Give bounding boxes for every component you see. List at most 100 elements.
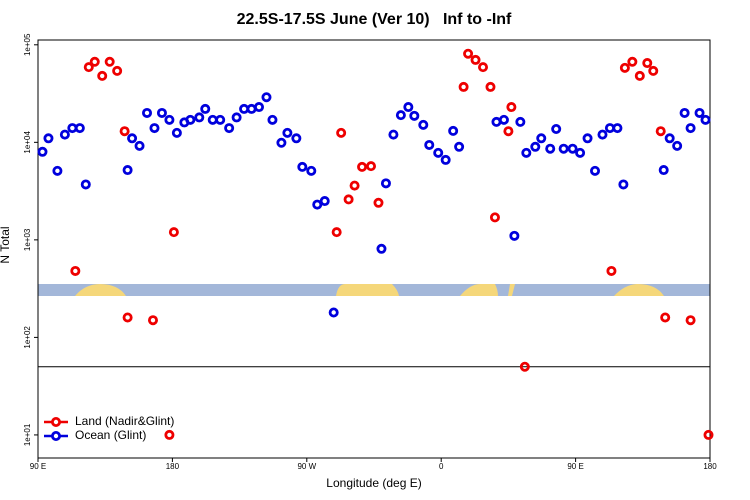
data-point: [112, 65, 123, 76]
data-point: [612, 123, 623, 134]
data-point: [119, 126, 130, 137]
data-point: [122, 312, 133, 323]
y-tick-label: 1e+02: [23, 326, 32, 349]
data-point: [582, 133, 593, 144]
data-point: [376, 243, 387, 254]
data-point: [343, 194, 354, 205]
data-point: [424, 139, 435, 150]
data-point: [519, 361, 530, 372]
land-strip: [508, 284, 515, 296]
land-strip: [336, 284, 399, 296]
surface-strip: [38, 284, 710, 296]
data-point: [395, 110, 406, 121]
data-point: [685, 123, 696, 134]
data-point: [627, 56, 638, 67]
y-tick-label: 1e+01: [23, 423, 32, 446]
data-point: [194, 112, 205, 123]
data-point: [147, 315, 158, 326]
data-point: [59, 129, 70, 140]
x-tick-label: 90 E: [30, 462, 46, 471]
data-point: [660, 312, 671, 323]
data-point: [458, 81, 469, 92]
data-point: [433, 147, 444, 158]
data-point: [606, 265, 617, 276]
y-axis-label: N Total: [0, 226, 12, 263]
data-point: [489, 212, 500, 223]
data-point: [558, 143, 569, 154]
x-tick-label: 90 W: [297, 462, 316, 471]
data-point: [551, 123, 562, 134]
chart-title: 22.5S-17.5S June (Ver 10) Inf to -Inf: [237, 11, 512, 28]
data-point: [679, 107, 690, 118]
data-point: [530, 141, 541, 152]
legend-marker: [51, 430, 62, 441]
data-point: [74, 123, 85, 134]
data-point: [267, 114, 278, 125]
data-point: [536, 133, 547, 144]
plot-frame: [37, 39, 711, 459]
data-point: [664, 133, 675, 144]
data-point: [224, 123, 235, 134]
data-point: [685, 315, 696, 326]
legend-label: Land (Nadir&Glint): [75, 414, 174, 428]
data-point: [380, 178, 391, 189]
data-point: [37, 146, 48, 157]
data-point: [276, 137, 287, 148]
data-point: [52, 165, 63, 176]
data-point: [104, 56, 115, 67]
data-point: [648, 65, 659, 76]
land-strip: [614, 284, 664, 296]
data-point: [127, 133, 138, 144]
data-point: [97, 70, 108, 81]
data-point: [328, 307, 339, 318]
data-point: [43, 133, 54, 144]
data-point: [506, 102, 517, 113]
data-point: [297, 161, 308, 172]
data-point: [122, 165, 133, 176]
data-point: [83, 62, 94, 73]
data-point: [282, 127, 293, 138]
data-point: [567, 143, 578, 154]
x-axis-label: Longitude (deg E): [326, 476, 421, 490]
data-point: [509, 230, 520, 241]
data-point: [331, 227, 342, 238]
data-point: [164, 429, 175, 440]
data-point: [703, 429, 714, 440]
data-point: [312, 199, 323, 210]
data-point: [440, 154, 451, 165]
data-point: [409, 110, 420, 121]
data-point: [498, 114, 509, 125]
data-point: [658, 165, 669, 176]
data-point: [336, 127, 347, 138]
data-point: [575, 147, 586, 158]
data-point: [448, 125, 459, 136]
data-point: [89, 56, 100, 67]
data-point: [142, 107, 153, 118]
y-tick-label: 1e+04: [23, 131, 32, 154]
data-point: [521, 147, 532, 158]
data-point: [134, 140, 145, 151]
data-point: [164, 114, 175, 125]
data-point: [357, 161, 368, 172]
y-tick-label: 1e+05: [23, 33, 32, 56]
data-point: [642, 58, 653, 69]
land-strip: [75, 284, 126, 296]
data-point: [366, 161, 377, 172]
data-point: [231, 112, 242, 123]
data-point: [618, 179, 629, 190]
data-point: [80, 179, 91, 190]
data-point: [515, 116, 526, 127]
legend-marker: [51, 416, 62, 427]
x-tick-label: 90 E: [567, 462, 583, 471]
data-point: [478, 62, 489, 73]
data-point: [545, 143, 556, 154]
data-point: [470, 54, 481, 65]
data-point: [215, 114, 226, 125]
data-point: [694, 107, 705, 118]
data-point: [485, 81, 496, 92]
x-tick-label: 0: [439, 462, 444, 471]
data-point: [634, 70, 645, 81]
data-point: [168, 227, 179, 238]
data-point: [254, 102, 265, 113]
data-point: [619, 62, 630, 73]
